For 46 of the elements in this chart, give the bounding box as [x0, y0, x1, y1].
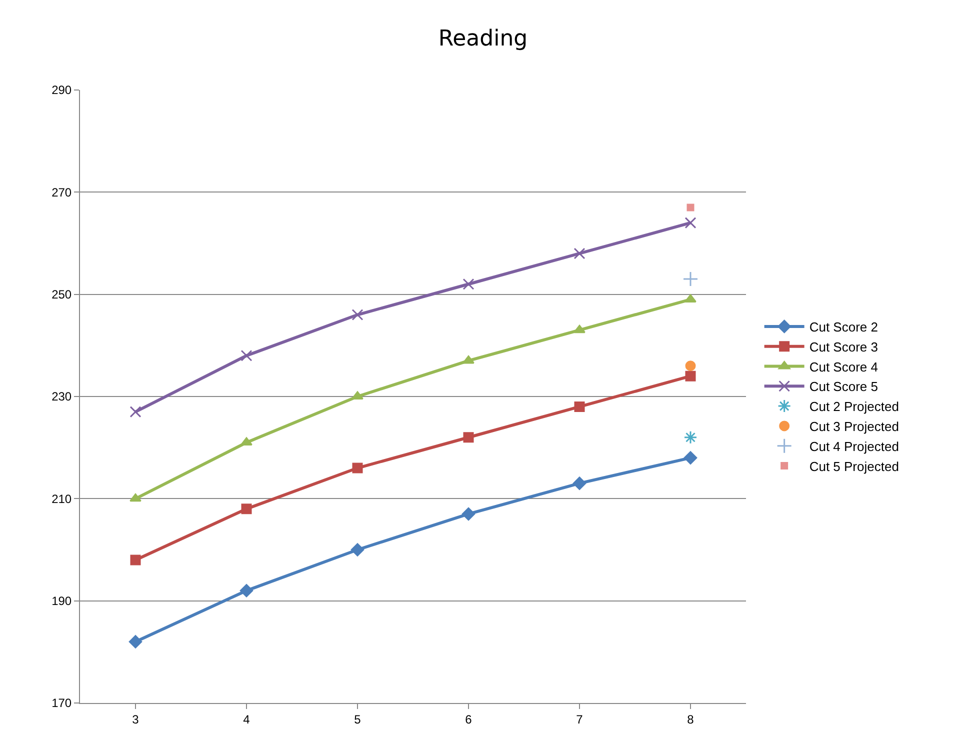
point — [128, 635, 142, 648]
point — [130, 406, 142, 418]
point — [462, 355, 474, 364]
y-tick-label: 270 — [52, 185, 72, 200]
legend-label: Cut 4 Projected — [809, 438, 899, 454]
legend-label: Cut 5 Projected — [809, 458, 899, 474]
point — [574, 401, 585, 412]
legend-label: Cut 2 Projected — [809, 399, 899, 414]
point — [352, 391, 364, 400]
point — [352, 462, 363, 474]
legend-label: Cut Score 4 — [809, 359, 878, 374]
point — [240, 350, 252, 362]
x-tick-label: 7 — [576, 712, 584, 726]
point — [684, 294, 696, 302]
y-tick-label: 170 — [52, 696, 72, 710]
point — [241, 504, 252, 514]
point — [574, 248, 586, 260]
point — [685, 370, 696, 382]
x-tick-label: 8 — [687, 712, 694, 726]
legend-label: Cut 3 Projected — [809, 419, 899, 434]
y-tick-label: 290 — [52, 83, 72, 98]
point — [684, 451, 698, 464]
point — [462, 278, 474, 290]
point — [130, 493, 142, 502]
point — [240, 437, 252, 446]
y-tick-label: 190 — [52, 594, 72, 608]
point — [572, 476, 586, 490]
point — [350, 543, 364, 556]
legend-label: Cut Score 3 — [809, 339, 878, 354]
y-tick-label: 250 — [52, 288, 72, 302]
point — [240, 584, 254, 598]
point — [574, 324, 586, 334]
x-tick-label: 5 — [354, 712, 362, 726]
legend-label: Cut Score 2 — [809, 320, 878, 335]
x-tick-label: 3 — [132, 712, 140, 726]
point — [130, 554, 141, 566]
y-tick-label: 230 — [52, 390, 72, 404]
x-tick-label: 4 — [243, 712, 250, 726]
chart-title: Reading — [438, 26, 528, 52]
legend-label: Cut Score 5 — [809, 379, 878, 394]
point — [463, 432, 474, 443]
point — [352, 309, 364, 321]
x-tick-label: 6 — [465, 712, 472, 726]
point — [684, 217, 696, 229]
point — [462, 507, 476, 521]
y-tick-label: 210 — [52, 492, 72, 506]
